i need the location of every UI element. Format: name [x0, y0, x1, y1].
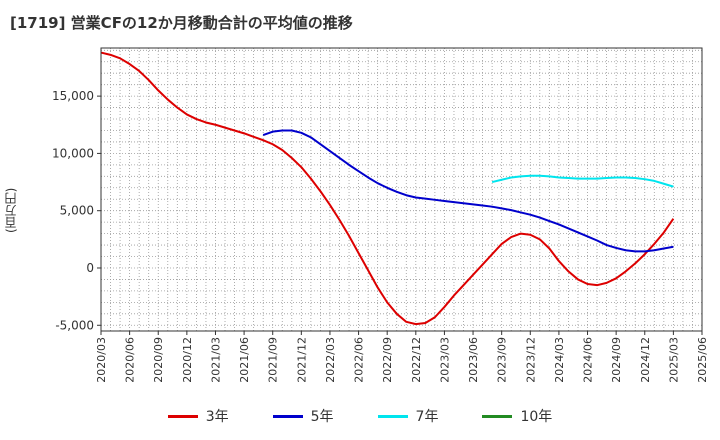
legend: 3年 5年 7年 10年 [0, 404, 720, 428]
legend-item-4: 10年 [482, 404, 552, 428]
x-tick-label: 2024/06 [582, 337, 595, 383]
series-line-2 [262, 129, 674, 253]
legend-item-1: 3年 [167, 404, 229, 428]
series-line-1 [100, 51, 675, 326]
x-tick-label: 2020/12 [181, 337, 194, 383]
x-tick-label: 2022/06 [353, 337, 366, 383]
y-tick-label: 0 [86, 261, 94, 275]
legend-label: 7年 [415, 409, 439, 425]
x-tick-label: 2023/09 [496, 337, 509, 383]
x-tick-label: 2022/03 [324, 337, 337, 383]
x-tick-labels: 2020/03 2020/06 2020/09 2020/12 2021/03 2021/… [95, 331, 709, 383]
x-tick-label: 2020/06 [124, 337, 137, 383]
legend-swatch [482, 414, 513, 418]
legend-swatch [377, 414, 408, 418]
chart-title: [1719] 営業CFの12か月移動合計の平均値の推移 [10, 14, 353, 32]
y-tick-label: 10,000 [52, 146, 94, 160]
grid-layer [101, 48, 702, 331]
legend-swatch [272, 414, 303, 418]
legend-label: 10年 [520, 409, 553, 425]
plot-frame [100, 47, 703, 332]
y-tick-labels: -5,000 0 5,000 10,000 15,000 [52, 89, 101, 332]
legend-swatch [167, 414, 198, 418]
x-tick-label: 2023/03 [438, 337, 451, 383]
x-tick-label: 2021/12 [295, 337, 308, 383]
legend-item-2: 5年 [272, 404, 334, 428]
x-tick-label: 2023/06 [467, 337, 480, 383]
x-tick-label: 2025/03 [667, 337, 680, 383]
x-tick-label: 2024/09 [610, 337, 623, 383]
y-tick-label: -5,000 [55, 318, 94, 332]
x-tick-label: 2020/03 [95, 337, 108, 383]
x-tick-label: 2020/09 [152, 337, 165, 383]
x-tick-label: 2022/09 [381, 337, 394, 383]
legend-label: 3年 [205, 409, 229, 425]
x-tick-label: 2022/12 [410, 337, 423, 383]
x-tick-label: 2024/03 [553, 337, 566, 383]
x-tick-label: 2023/12 [524, 337, 537, 383]
x-tick-label: 2021/09 [267, 337, 280, 383]
series-layer [100, 51, 675, 326]
legend-label: 5年 [310, 409, 334, 425]
x-tick-label: 2021/03 [209, 337, 222, 383]
y-tick-label: 5,000 [60, 204, 94, 218]
x-tick-label: 2021/06 [238, 337, 251, 383]
x-tick-label: 2024/12 [639, 337, 652, 383]
y-tick-label: 15,000 [52, 89, 94, 103]
legend-item-3: 7年 [377, 404, 439, 428]
x-tick-label: 2025/06 [696, 337, 709, 383]
series-line-3 [491, 174, 674, 188]
